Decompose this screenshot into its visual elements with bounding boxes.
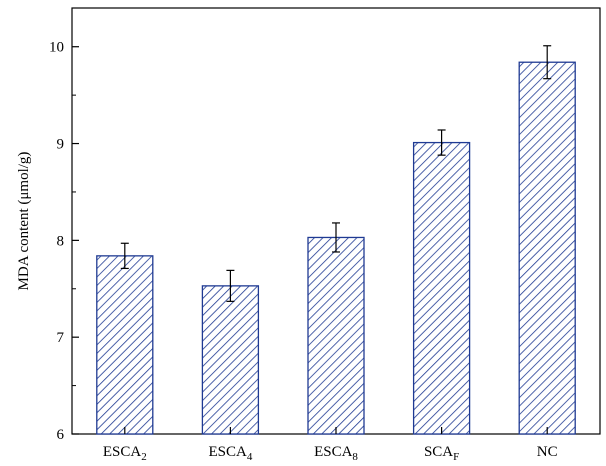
x-tick-label-base: ESCA (103, 444, 142, 460)
x-tick-label-base: ESCA (314, 444, 353, 460)
y-tick-label: 7 (57, 330, 65, 346)
x-tick-label-base: ESCA (208, 444, 247, 460)
x-tick-label-subscript: 2 (141, 451, 147, 463)
x-tick-label: SCAF (424, 444, 459, 463)
x-tick-label-base: SCA (424, 444, 453, 460)
y-axis-title: MDA content (μmol/g) (16, 152, 32, 291)
y-tick-label: 6 (57, 427, 65, 443)
y-tick-label: 9 (57, 137, 65, 153)
x-tick-label-subscript: 4 (247, 451, 253, 463)
x-tick-label: ESCA4 (208, 444, 252, 463)
bar (96, 255, 154, 435)
bar (412, 141, 471, 435)
x-tick-label-base: NC (537, 444, 558, 460)
y-tick-label: 10 (49, 40, 64, 56)
y-tick-label: 8 (57, 233, 65, 249)
bar (201, 285, 260, 435)
bar (307, 236, 365, 435)
x-tick-label-subscript: 8 (352, 451, 358, 463)
x-tick-label: NC (537, 444, 558, 460)
bar (518, 61, 576, 435)
x-tick-label: ESCA2 (103, 444, 147, 463)
x-tick-label: ESCA8 (314, 444, 358, 463)
x-tick-label-subscript: F (453, 451, 459, 463)
